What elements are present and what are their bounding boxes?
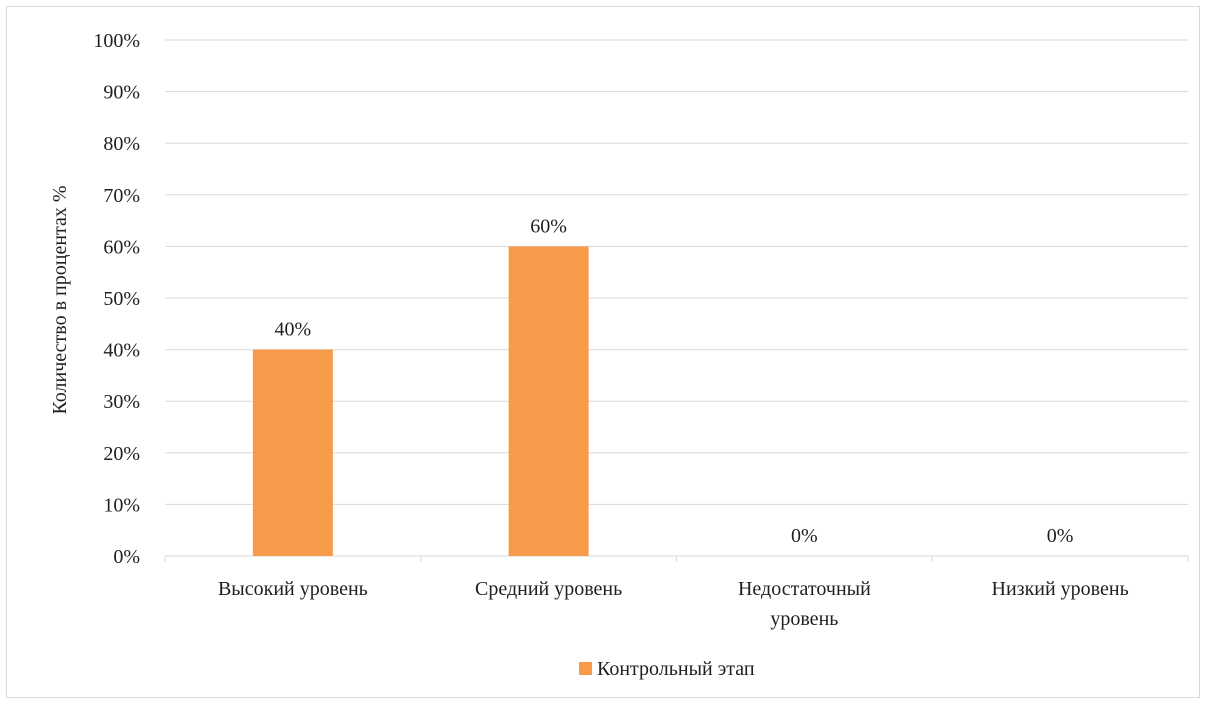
y-tick-label: 70%: [103, 185, 140, 207]
y-tick-label: 50%: [103, 288, 140, 310]
x-category-label: Средний уровень: [475, 578, 622, 600]
legend-label: Контрольный этап: [597, 658, 755, 680]
bar: [508, 246, 589, 556]
data-label: 0%: [791, 525, 818, 547]
y-tick-label: 80%: [103, 133, 140, 155]
data-label: 0%: [1047, 525, 1074, 547]
x-category-label: Высокий уровень: [218, 578, 368, 600]
y-tick-label: 0%: [113, 546, 140, 568]
x-category-label: Недостаточный: [738, 578, 871, 600]
data-label: 60%: [530, 215, 567, 237]
legend-swatch: [579, 662, 592, 675]
data-label: 40%: [275, 319, 312, 341]
bar: [252, 349, 333, 556]
y-tick-label: 60%: [103, 236, 140, 258]
x-category-label: уровень: [770, 608, 838, 630]
x-category-label: Низкий уровень: [992, 578, 1129, 600]
data-labels: 40% 60% 0% 0%: [275, 215, 1074, 547]
y-axis-title: Количество в процентах %: [49, 185, 71, 414]
y-tick-label: 30%: [103, 391, 140, 413]
legend: Контрольный этап: [579, 658, 755, 680]
y-axis-ticks: 0% 10% 20% 30% 40% 50% 60% 70% 80% 90% 100%: [93, 30, 140, 568]
chart-frame: [6, 6, 1200, 698]
y-tick-label: 40%: [103, 340, 140, 362]
y-tick-label: 20%: [103, 443, 140, 465]
y-tick-label: 10%: [103, 494, 140, 516]
gridlines: [164, 39, 1189, 562]
y-tick-label: 90%: [103, 82, 140, 104]
y-tick-label: 100%: [93, 30, 140, 52]
bars: [252, 246, 589, 556]
x-axis-categories: Высокий уровень Средний уровень Недостаточ…: [218, 578, 1129, 630]
